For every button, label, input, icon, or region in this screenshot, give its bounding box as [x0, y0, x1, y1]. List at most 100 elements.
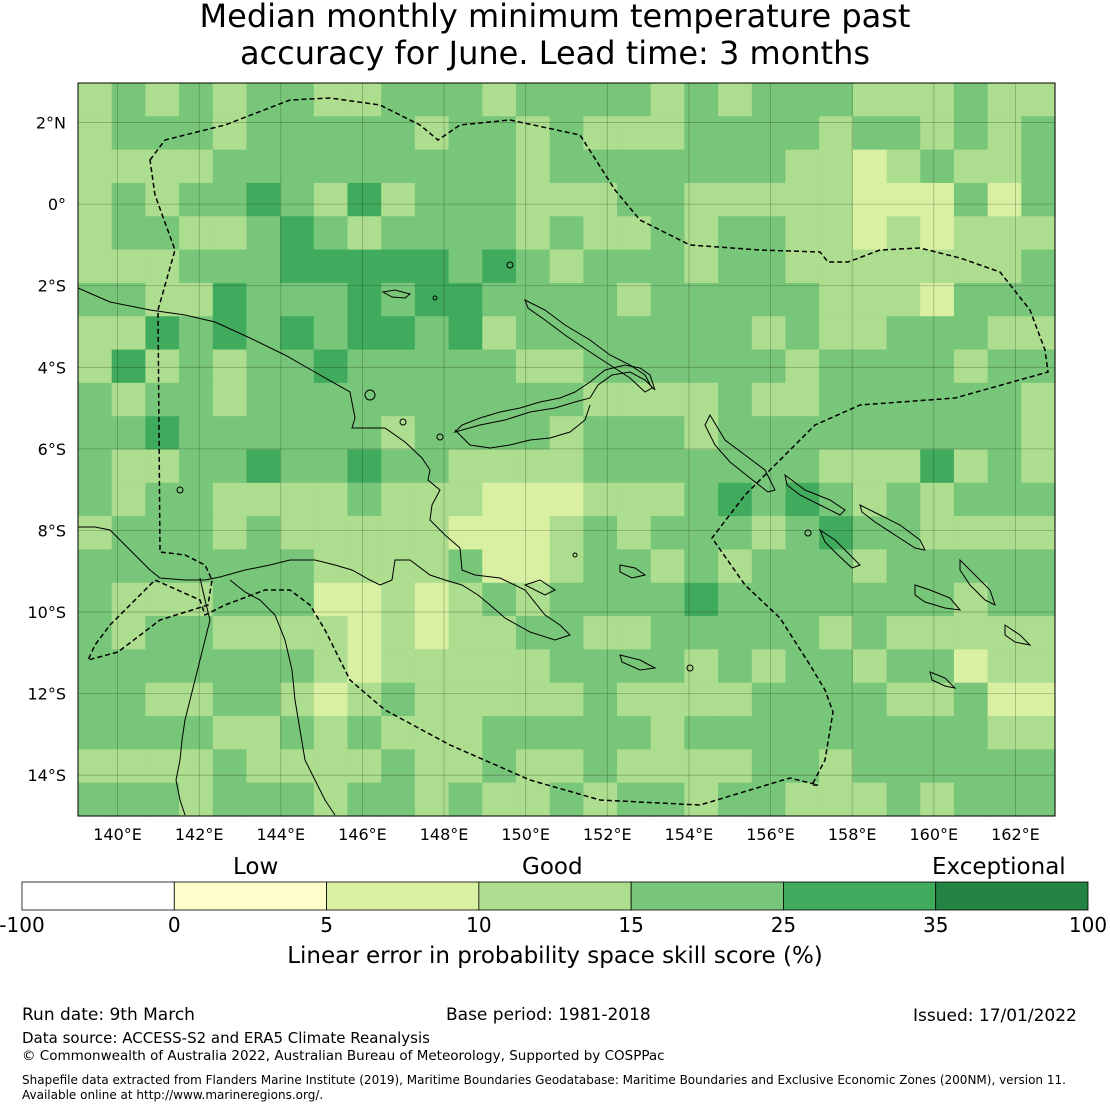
skill-cell: [381, 416, 416, 451]
skill-cell: [920, 216, 955, 251]
skill-cell: [515, 749, 551, 784]
skill-cell: [953, 449, 989, 484]
skill-cell: [145, 116, 180, 151]
skill-cell: [1021, 216, 1056, 251]
skill-cell: [381, 482, 416, 517]
skill-cell: [583, 582, 618, 617]
skill-cell: [617, 116, 652, 151]
skill-cell: [785, 782, 820, 817]
skill-cell: [313, 516, 349, 551]
skill-cell: [179, 116, 214, 151]
skill-cell: [448, 749, 483, 784]
skill-cell: [852, 749, 888, 784]
skill-cell: [179, 616, 214, 651]
skill-cell: [650, 582, 686, 617]
skill-cell: [583, 649, 618, 684]
skill-cell: [381, 282, 416, 317]
skill-cell: [684, 716, 719, 750]
skill-cell: [111, 682, 146, 717]
skill-cell: [448, 682, 483, 717]
skill-cell: [953, 749, 989, 784]
skill-cell: [617, 416, 652, 451]
skill-cell: [111, 282, 146, 317]
skill-cell: [246, 182, 281, 217]
skill-cell: [684, 249, 719, 284]
skill-cell: [751, 716, 787, 750]
skill-cell: [111, 449, 146, 484]
skill-cell: [448, 249, 483, 284]
skill-cell: [583, 516, 618, 551]
skill-cell: [852, 649, 888, 684]
skill-cell: [617, 782, 652, 817]
skill-cell: [280, 749, 315, 784]
skill-cell: [212, 549, 248, 584]
skill-cell: [650, 349, 686, 384]
skill-cell: [549, 282, 584, 317]
skill-cell: [78, 216, 113, 251]
colorbar-title: Linear error in probability space skill …: [287, 943, 823, 969]
skill-cell: [212, 682, 248, 717]
skill-cell: [1021, 616, 1056, 651]
skill-cell: [1021, 649, 1056, 684]
skill-cell: [347, 249, 382, 284]
lat-label: 10°S: [27, 603, 66, 622]
skill-cell: [78, 116, 113, 151]
skill-cell: [482, 182, 517, 217]
skill-cell: [347, 716, 382, 750]
skill-cell: [684, 449, 719, 484]
skill-cell: [280, 649, 315, 684]
skill-cell: [381, 382, 416, 417]
skill-cell: [381, 83, 416, 117]
colorbar-tick-label: 15: [618, 913, 644, 937]
skill-cell: [347, 616, 382, 651]
skill-cell: [381, 116, 416, 151]
lon-label: 140°E: [93, 825, 142, 844]
skill-cell: [381, 249, 416, 284]
skill-cell: [886, 249, 921, 284]
lon-label: 150°E: [501, 825, 550, 844]
skill-cell: [179, 716, 214, 750]
skill-cell: [886, 716, 921, 750]
skill-cell: [953, 649, 989, 684]
skill-cell: [785, 582, 820, 617]
skill-cell: [414, 616, 450, 651]
skill-cell: [1021, 716, 1056, 750]
skill-cell: [515, 316, 551, 351]
skill-cell: [684, 282, 719, 317]
skill-cell: [953, 716, 989, 750]
skill-cell: [819, 449, 854, 484]
skill-cell: [515, 649, 551, 684]
skill-cell: [751, 249, 787, 284]
skill-cell: [886, 416, 921, 451]
skill-cell: [78, 316, 113, 351]
skill-cell: [280, 149, 315, 184]
skill-cell: [617, 216, 652, 251]
skill-cell: [852, 382, 888, 417]
skill-cell: [785, 349, 820, 384]
skill-cell: [179, 416, 214, 451]
skill-cell: [617, 716, 652, 750]
skill-cell: [313, 582, 349, 617]
skill-cell: [785, 382, 820, 417]
skill-cell: [482, 316, 517, 351]
skill-grid: [78, 83, 1056, 817]
skill-cell: [987, 516, 1022, 551]
skill-cell: [920, 83, 955, 117]
skill-cell: [179, 549, 214, 584]
skill-cell: [852, 316, 888, 351]
skill-cell: [280, 282, 315, 317]
skill-cell: [482, 83, 517, 117]
skill-cell: [852, 716, 888, 750]
skill-cell: [179, 182, 214, 217]
skill-cell: [886, 182, 921, 217]
coastline-new-guinea: [77, 287, 571, 641]
skill-cell: [515, 83, 551, 117]
lat-label: 2°S: [38, 277, 66, 296]
skill-cell: [920, 782, 955, 817]
skill-cell: [1021, 349, 1056, 384]
skill-cell: [414, 149, 450, 184]
coastline-cape-york: [175, 577, 211, 816]
skill-cell: [347, 382, 382, 417]
skill-cell: [482, 516, 517, 551]
skill-cell: [179, 149, 214, 184]
